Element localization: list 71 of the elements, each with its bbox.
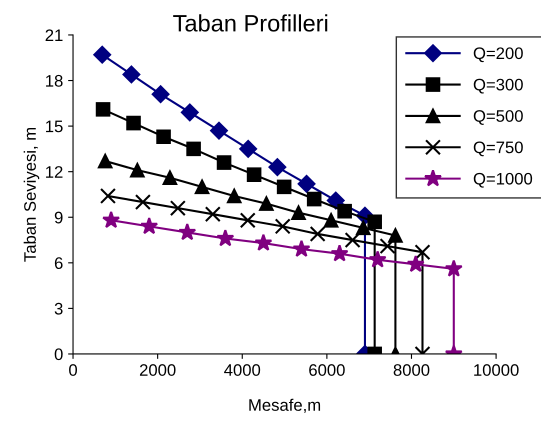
point: [292, 240, 310, 257]
point: [194, 180, 210, 194]
point: [274, 218, 291, 234]
point: [356, 220, 371, 236]
x-tick-label: 8000: [394, 364, 430, 376]
point: [162, 170, 178, 186]
point: [276, 180, 292, 194]
y-tick-label: 18: [46, 74, 63, 87]
point: [254, 234, 272, 251]
point: [291, 205, 306, 220]
point: [406, 254, 425, 272]
point: [337, 204, 352, 218]
point: [210, 122, 228, 140]
point: [240, 212, 256, 228]
y-tick-label: 3: [54, 302, 63, 315]
x-tick-label: 2000: [140, 364, 176, 376]
point: [98, 154, 112, 168]
y-tick-label: 0: [54, 348, 63, 360]
point: [152, 85, 170, 104]
point: [414, 244, 430, 260]
point: [259, 196, 274, 211]
y-tick-label: 21: [46, 29, 62, 41]
x-tick-label: 4000: [224, 364, 260, 376]
point: [93, 46, 112, 64]
point: [268, 158, 286, 176]
point: [367, 214, 382, 230]
point: [102, 210, 120, 228]
point: [368, 250, 387, 268]
point: [444, 260, 463, 277]
x-axis-title: Mesafe,m: [249, 398, 320, 413]
point: [239, 140, 258, 158]
point: [130, 162, 145, 178]
point: [388, 228, 403, 243]
chart-title: Taban Profilleri: [173, 14, 328, 32]
legend-label: Q=1000: [474, 172, 532, 188]
point: [180, 104, 199, 122]
point: [170, 200, 186, 216]
legend-label: Q=200: [474, 47, 523, 62]
point: [330, 244, 349, 262]
x-tick-label: 6000: [309, 364, 345, 376]
legend-label: Q=750: [474, 141, 523, 156]
legend-label: Q=300: [474, 78, 523, 94]
point: [204, 206, 221, 222]
point: [306, 192, 322, 206]
y-tick-label: 6: [54, 257, 63, 270]
point: [96, 102, 110, 117]
point: [134, 194, 151, 210]
point: [310, 226, 326, 242]
x-tick-label: 10000: [474, 364, 519, 376]
point: [126, 116, 141, 130]
y-axis-title: Taban Seviyesi, m: [24, 128, 40, 262]
point: [246, 167, 262, 182]
point: [298, 174, 316, 193]
point: [344, 232, 361, 248]
point: [156, 129, 171, 144]
point: [186, 142, 201, 156]
point: [226, 188, 242, 204]
point: [216, 229, 234, 246]
point: [140, 216, 158, 234]
x-tick-label: 0: [69, 364, 78, 376]
legend-label: Q=500: [474, 110, 523, 125]
y-tick-label: 15: [46, 120, 63, 132]
point: [216, 155, 232, 170]
point: [178, 223, 196, 240]
point: [100, 188, 116, 204]
point: [326, 192, 345, 210]
y-tick-label: 12: [46, 166, 62, 178]
point: [324, 212, 338, 228]
y-tick-label: 9: [54, 212, 63, 224]
point: [380, 238, 396, 254]
point: [122, 66, 140, 84]
